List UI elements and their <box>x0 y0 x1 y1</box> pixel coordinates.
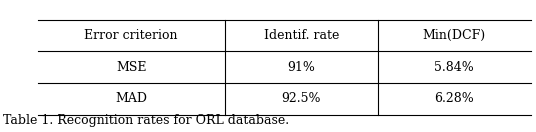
Text: MSE: MSE <box>116 61 146 74</box>
Text: Error criterion: Error criterion <box>85 29 178 42</box>
Text: Min(DCF): Min(DCF) <box>423 29 486 42</box>
Text: MAD: MAD <box>115 93 147 105</box>
Text: 5.84%: 5.84% <box>434 61 474 74</box>
Text: 6.28%: 6.28% <box>434 93 474 105</box>
Text: 91%: 91% <box>287 61 315 74</box>
Text: Table 1. Recognition rates for ORL database.: Table 1. Recognition rates for ORL datab… <box>3 114 289 127</box>
Text: Identif. rate: Identif. rate <box>264 29 339 42</box>
Text: 92.5%: 92.5% <box>281 93 321 105</box>
